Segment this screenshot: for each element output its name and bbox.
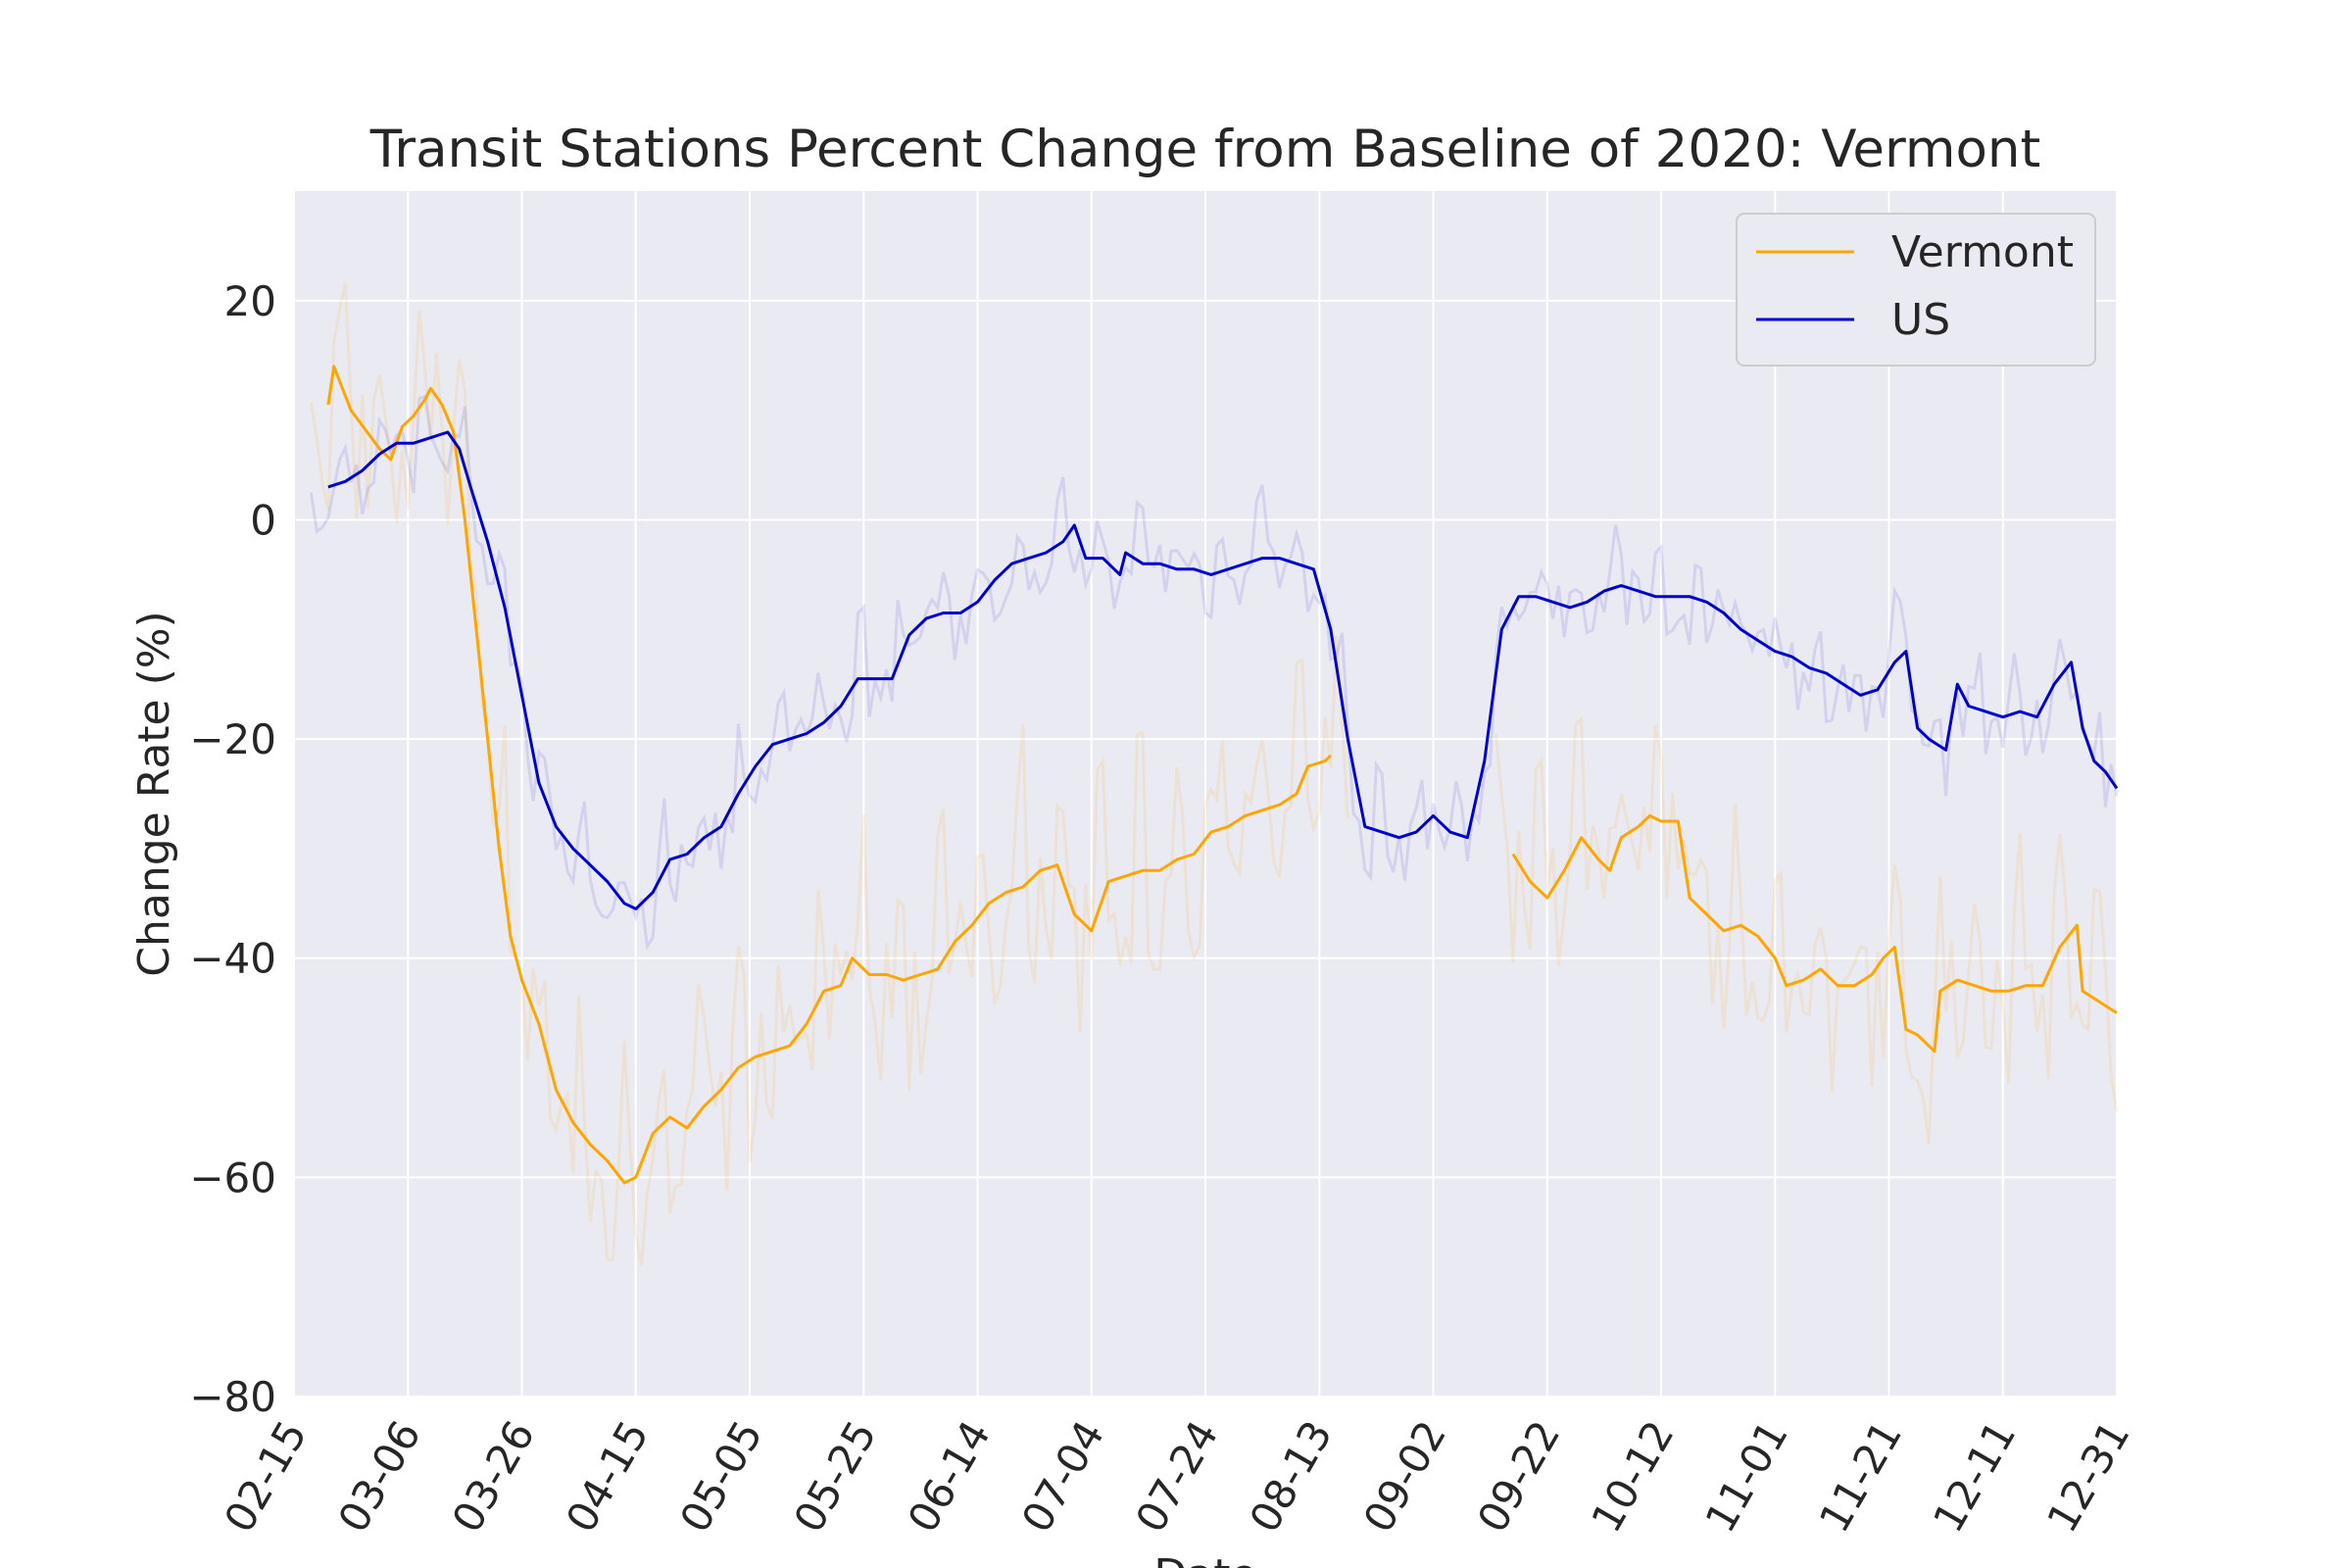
legend-label-us: US [1891, 295, 1950, 345]
x-tick-label: 12-31 [2037, 1413, 2138, 1541]
series-line-vermont [326, 365, 1332, 1185]
x-tick-label: 08-13 [1240, 1413, 1341, 1541]
x-tick-label: 06-14 [899, 1413, 1000, 1541]
x-tick-label: 09-02 [1354, 1413, 1455, 1541]
x-tick-label: 07-04 [1012, 1413, 1113, 1541]
y-axis-label: Change Rate (%) [129, 611, 179, 976]
y-tick-labels: 20 0 −20 −40 −60 −80 [189, 277, 276, 1421]
y-tick-label: −80 [189, 1373, 276, 1421]
x-tick-label: 02-15 [215, 1413, 316, 1541]
y-tick-label: −60 [189, 1153, 276, 1201]
x-tick-label: 11-21 [1810, 1413, 1911, 1541]
y-tick-label: −40 [189, 935, 276, 983]
chart-title: Transit Stations Percent Change from Bas… [369, 120, 2041, 179]
gridlines [293, 191, 2118, 1397]
x-axis-label: Date [1153, 1550, 1256, 1568]
x-tick-label: 04-15 [557, 1413, 658, 1541]
y-tick-label: 20 [224, 277, 276, 325]
x-tick-label: 11-01 [1695, 1413, 1796, 1541]
x-tick-label: 03-26 [443, 1413, 544, 1541]
y-tick-label: 0 [250, 496, 276, 544]
x-tick-label: 03-06 [328, 1413, 429, 1541]
x-tick-labels: 02-15 03-06 03-26 04-15 05-05 05-25 06-14 07-04… [215, 1413, 2138, 1541]
series-line-us [327, 430, 2119, 910]
x-tick-label: 05-05 [670, 1413, 771, 1541]
legend: Vermont US [1736, 213, 2096, 367]
y-tick-label: −20 [189, 715, 276, 763]
series-lines [326, 365, 2119, 1185]
raw-line-us [309, 394, 2119, 951]
series-line-vermont [1511, 813, 2118, 1054]
legend-label-vermont: Vermont [1891, 227, 2074, 277]
x-tick-label: 07-24 [1126, 1413, 1227, 1541]
raw-line-vermont [1494, 714, 2119, 1146]
x-tick-label: 12-11 [1924, 1413, 2025, 1541]
x-tick-label: 05-25 [784, 1413, 885, 1541]
x-tick-label: 09-22 [1468, 1413, 1569, 1541]
x-tick-label: 10-12 [1582, 1413, 1683, 1541]
